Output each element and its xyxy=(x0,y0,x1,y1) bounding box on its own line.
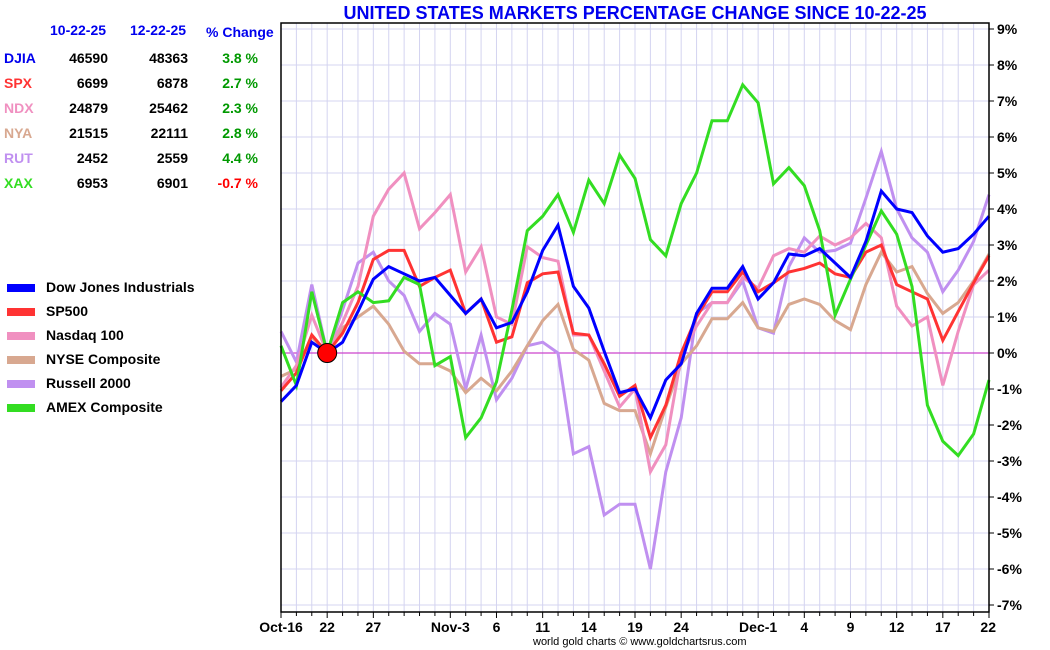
percent-change: 2.3 % xyxy=(222,100,258,116)
x-tick-label: Nov-3 xyxy=(431,619,470,635)
y-tick-label: -4% xyxy=(997,489,1022,505)
series-line-xax xyxy=(279,81,991,458)
table-header-end: 12-22-25 xyxy=(130,22,187,38)
y-axis: 9% 8% 7% 6% 5% 4% 3% 2% 1% 0% -1% -2% -3% -4% -5% -6% -7… xyxy=(989,21,1022,613)
y-tick-label: 0% xyxy=(997,345,1018,361)
x-tick-label: 24 xyxy=(673,619,689,635)
x-tick-label: 14 xyxy=(581,619,597,635)
legend-label: AMEX Composite xyxy=(46,399,163,415)
table-header-start: 10-22-25 xyxy=(50,22,107,38)
x-tick-label: 9 xyxy=(847,619,855,635)
legend-label: Dow Jones Industrials xyxy=(46,279,195,295)
x-tick-label: 11 xyxy=(535,619,550,635)
legend-swatch xyxy=(7,284,35,292)
x-tick-label: Oct-16 xyxy=(259,619,303,635)
y-tick-label: -7% xyxy=(997,597,1022,613)
legend-swatch xyxy=(7,356,35,364)
symbol-label: XAX xyxy=(4,175,33,191)
y-tick-label: 9% xyxy=(997,21,1018,37)
y-tick-label: -1% xyxy=(997,381,1022,397)
x-tick-label: Dec-1 xyxy=(739,619,777,635)
legend-label: Russell 2000 xyxy=(46,375,131,391)
y-tick-label: 1% xyxy=(997,309,1018,325)
table-header-change: % Change xyxy=(206,24,274,40)
legend-label: Nasdaq 100 xyxy=(46,327,124,343)
y-tick-label: 8% xyxy=(997,57,1018,73)
end-value: 48363 xyxy=(149,50,188,66)
y-tick-label: 3% xyxy=(997,237,1018,253)
start-value: 46590 xyxy=(69,50,108,66)
legend-swatch xyxy=(7,404,35,412)
percent-change: 2.8 % xyxy=(222,125,258,141)
start-value: 2452 xyxy=(76,150,108,166)
y-tick-label: 4% xyxy=(997,201,1018,217)
x-tick-label: 19 xyxy=(627,619,643,635)
series-line-spx xyxy=(279,242,991,442)
x-tick-label: 4 xyxy=(800,619,808,635)
legend-label: NYSE Composite xyxy=(46,351,161,367)
percent-change: 2.7 % xyxy=(222,75,258,91)
y-tick-label: 5% xyxy=(997,165,1018,181)
series-layer xyxy=(279,81,991,570)
symbol-label: DJIA xyxy=(4,50,36,66)
percent-change: 3.8 % xyxy=(222,50,258,66)
end-value: 22111 xyxy=(150,125,188,141)
x-tick-label: 17 xyxy=(935,619,951,635)
end-value: 6901 xyxy=(156,175,188,191)
symbol-label: NDX xyxy=(4,100,34,116)
y-tick-label: 7% xyxy=(997,93,1018,109)
start-value: 6699 xyxy=(76,75,108,91)
y-tick-label: 2% xyxy=(997,273,1018,289)
x-tick-label: 12 xyxy=(889,619,905,635)
y-tick-label: -5% xyxy=(997,525,1022,541)
start-value: 24879 xyxy=(69,100,108,116)
footer-credit: world gold charts © www.goldchartsrus.co… xyxy=(533,636,747,648)
symbol-label: RUT xyxy=(4,150,33,166)
x-tick-label: 6 xyxy=(493,619,501,635)
y-tick-label: -6% xyxy=(997,561,1022,577)
end-value: 6878 xyxy=(156,75,188,91)
series-line-nya xyxy=(280,249,991,459)
chart-title: UNITED STATES MARKETS PERCENTAGE CHANGE … xyxy=(343,3,927,23)
legend-swatch xyxy=(7,308,35,316)
series-line-djia xyxy=(279,187,991,422)
end-value: 25462 xyxy=(149,100,188,116)
x-axis: Oct-16 22 27 Nov-3 6 11 14 19 24 Dec-1 4 9 12 17 22 xyxy=(259,612,996,635)
y-tick-label: 6% xyxy=(997,129,1018,145)
x-tick-label: 22 xyxy=(319,619,335,635)
y-tick-label: -2% xyxy=(997,417,1022,433)
x-tick-label: 27 xyxy=(366,619,382,635)
symbol-label: NYA xyxy=(4,125,33,141)
legend-swatch xyxy=(7,380,35,388)
chart-grid xyxy=(281,23,989,612)
percent-change: 4.4 % xyxy=(222,150,258,166)
series-line-rut xyxy=(279,146,991,570)
start-value: 6953 xyxy=(76,175,108,191)
marker-layer xyxy=(317,343,338,363)
y-tick-label: -3% xyxy=(997,453,1022,469)
start-value: 21515 xyxy=(69,125,108,141)
percent-change: -0.7 % xyxy=(217,175,258,191)
end-value: 2559 xyxy=(156,150,188,166)
baseline-marker xyxy=(317,343,338,363)
symbol-label: SPX xyxy=(4,75,33,91)
x-tick-label: 22 xyxy=(980,619,996,635)
legend-label: SP500 xyxy=(46,303,89,319)
legend-swatch xyxy=(7,332,35,340)
